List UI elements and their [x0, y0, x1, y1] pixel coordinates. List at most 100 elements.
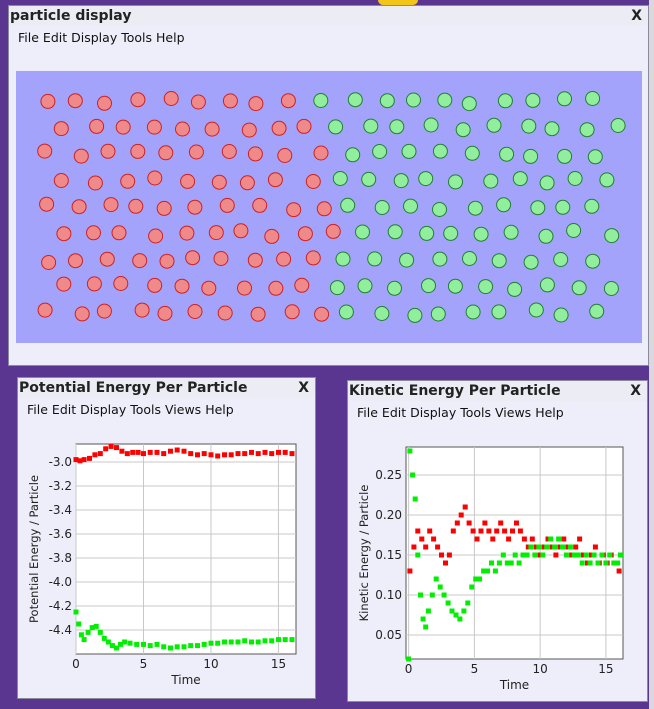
- particle-green: [553, 307, 569, 323]
- particle-red: [130, 92, 146, 108]
- particle-green: [423, 117, 439, 133]
- data-point-green: [473, 576, 479, 582]
- particle-green: [465, 304, 481, 320]
- close-button[interactable]: X: [631, 8, 642, 24]
- data-point-red: [443, 560, 448, 566]
- particle-green: [544, 121, 560, 137]
- y-tick-label: 0.15: [375, 548, 402, 562]
- menu-display[interactable]: Display: [410, 405, 457, 420]
- particle-red: [284, 304, 300, 320]
- particle-green: [430, 306, 446, 322]
- data-point-green: [276, 637, 281, 643]
- close-button[interactable]: X: [298, 380, 309, 396]
- y-tick-label: -3.4: [49, 503, 72, 517]
- data-point-green: [235, 639, 241, 645]
- menu-display[interactable]: Display: [71, 30, 118, 45]
- data-point-green: [406, 656, 412, 662]
- data-point-green: [93, 623, 99, 629]
- menu-views[interactable]: Views: [165, 402, 202, 417]
- data-point-red: [573, 544, 579, 550]
- particle-red: [213, 251, 229, 266]
- menu-edit[interactable]: Edit: [42, 30, 68, 45]
- data-point-green: [457, 616, 463, 622]
- particle-window-title: particle display: [10, 8, 132, 24]
- menu-help[interactable]: Help: [205, 402, 234, 417]
- particle-green: [355, 224, 370, 240]
- particle-red: [208, 225, 224, 241]
- data-point-green: [215, 640, 221, 646]
- particle-green: [538, 228, 554, 244]
- particle-red: [37, 302, 53, 318]
- data-point-red: [454, 520, 460, 526]
- particle-red: [39, 196, 55, 212]
- particle-green: [528, 302, 544, 318]
- particle-green: [313, 93, 329, 108]
- data-point-green: [453, 612, 459, 618]
- y-tick-label: 0.20: [375, 508, 402, 522]
- data-point-green: [571, 552, 577, 558]
- data-point-red: [276, 449, 281, 455]
- particle-red: [241, 122, 257, 138]
- particle-red: [201, 280, 217, 296]
- particle-red: [316, 201, 332, 217]
- data-point-red: [114, 445, 119, 451]
- data-point-green: [89, 625, 95, 631]
- kinetic-energy-chart[interactable]: 0 5 10 15 0.05 0.10 0.15 0.20 0.25 Time Kinetic En…: [348, 427, 647, 701]
- data-point-red: [510, 528, 515, 534]
- data-point-green: [429, 592, 435, 598]
- menu-file[interactable]: File: [18, 30, 39, 45]
- y-axis-label: Kinetic Energy / Particle: [357, 485, 371, 622]
- particle-red: [267, 172, 283, 188]
- potential-energy-chart[interactable]: 0 5 10 15 -3.0 -3.2 -3.4 -3.6 -3.8 -4.0 -4.2 -4.4 Ti…: [18, 424, 315, 698]
- particle-canvas[interactable]: [16, 71, 642, 343]
- data-point-red: [517, 528, 523, 534]
- particle-red: [74, 306, 90, 322]
- particle-window-titlebar[interactable]: particle display X: [9, 6, 648, 26]
- pe-window-titlebar[interactable]: Potential Energy Per Particle X: [18, 378, 315, 398]
- data-point-red: [141, 451, 146, 457]
- menu-file[interactable]: File: [27, 402, 48, 417]
- particle-red: [159, 253, 175, 269]
- data-point-green: [520, 552, 526, 558]
- particle-green: [610, 118, 626, 133]
- particle-green: [432, 143, 448, 159]
- menu-tools[interactable]: Tools: [460, 405, 492, 420]
- particle-red: [157, 305, 173, 321]
- x-tick-label: 5: [471, 662, 479, 676]
- particle-green: [374, 200, 390, 215]
- particle-green: [584, 198, 600, 214]
- data-point-green: [97, 629, 103, 635]
- y-tick-label: 0.25: [375, 468, 402, 482]
- close-button[interactable]: X: [630, 383, 641, 399]
- y-tick-label: 0.05: [375, 628, 402, 642]
- menu-edit[interactable]: Edit: [51, 402, 77, 417]
- menu-tools[interactable]: Tools: [130, 402, 162, 417]
- data-point-green: [208, 640, 214, 646]
- data-point-green: [101, 635, 107, 641]
- particle-green: [467, 200, 483, 216]
- pe-window-title: Potential Energy Per Particle: [19, 380, 248, 396]
- ke-window-titlebar[interactable]: Kinetic Energy Per Particle X: [348, 381, 647, 401]
- menu-help[interactable]: Help: [535, 405, 564, 420]
- menu-edit[interactable]: Edit: [381, 405, 407, 420]
- data-point-red: [87, 455, 92, 461]
- menu-views[interactable]: Views: [495, 405, 532, 420]
- particle-green: [361, 171, 377, 187]
- particle-red: [37, 143, 53, 159]
- particle-green: [387, 224, 403, 240]
- menu-tools[interactable]: Tools: [121, 30, 153, 45]
- particle-red: [71, 199, 87, 215]
- particle-red: [185, 250, 201, 266]
- menu-file[interactable]: File: [357, 405, 378, 420]
- particle-red: [41, 255, 57, 270]
- particle-green: [399, 252, 415, 268]
- menu-display[interactable]: Display: [80, 402, 127, 417]
- particle-green: [483, 173, 499, 189]
- particle-red: [286, 202, 302, 218]
- data-point-red: [269, 451, 275, 457]
- particle-red: [68, 253, 83, 269]
- data-point-red: [124, 451, 130, 457]
- data-point-green: [269, 638, 275, 644]
- particle-green: [539, 277, 555, 293]
- menu-help[interactable]: Help: [156, 30, 185, 45]
